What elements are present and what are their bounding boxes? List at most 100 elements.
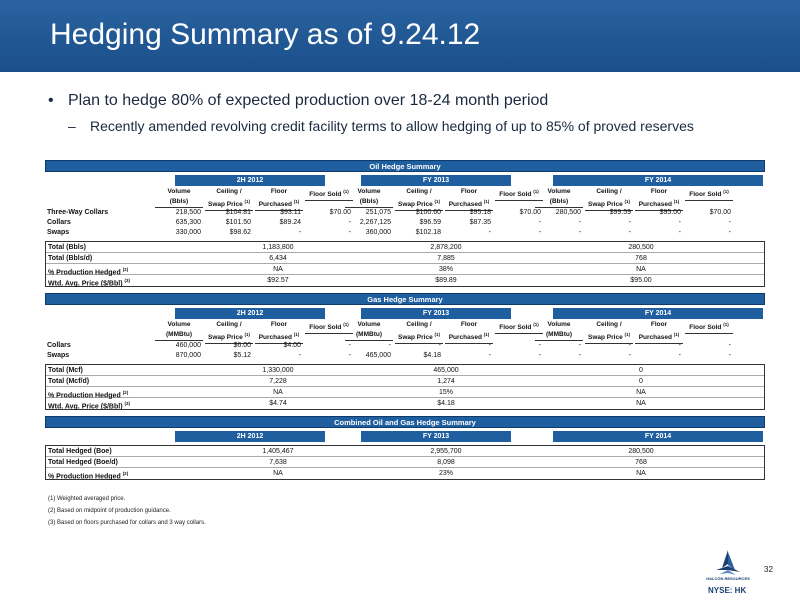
header-line: Volume [547, 188, 571, 195]
footnote-ref: (1) [723, 189, 729, 194]
footnote-ref: (1) [293, 332, 300, 337]
header-line: Floor [270, 188, 288, 195]
gas-column-header: Floor Purchased (1) [635, 320, 683, 345]
header-text: (MMBtu) [546, 331, 572, 338]
table-cell: $5.12 [233, 352, 251, 359]
header-line: Purchased (1) [255, 330, 303, 345]
combined-total-row: % Production Hedged (2) NA 23% NA [46, 468, 764, 482]
oil-column-header: Floor Sold (1) [305, 187, 353, 202]
total-value: 7,885 [437, 255, 455, 262]
total-label: Total (Mcf) [48, 365, 83, 376]
oil-column-headers: Volume (Bbls) Ceiling / Swap Price (1) Floor… [45, 186, 765, 212]
header-text: Floor Sold [689, 324, 722, 332]
total-value: 768 [635, 255, 647, 262]
table-cell: - [348, 219, 351, 226]
gas-total-row: % Production Hedged (2) NA 15% NA [46, 387, 764, 399]
table-cell: - [538, 219, 541, 226]
table-cell: - [728, 229, 731, 236]
oil-column-header: Floor Sold (1) [495, 187, 543, 202]
total-value: 0 [639, 378, 643, 385]
oil-period-header: 2H 2012 [175, 175, 325, 186]
total-label-text: Total (Mcf/d) [48, 378, 90, 385]
total-value: $4.18 [437, 400, 455, 407]
table-cell: 870,000 [175, 352, 201, 359]
table-cell: - [488, 229, 491, 236]
row-label: Swaps [47, 352, 70, 359]
header-line: Swap Price (1) [585, 197, 633, 212]
header-line: Floor [460, 188, 478, 195]
footnote-ref: (2) [122, 390, 129, 395]
total-value: 465,000 [433, 367, 459, 374]
total-label: % Production Hedged (2) [48, 468, 128, 482]
total-label: Total (Bbls/d) [48, 253, 92, 264]
total-value: 280,500 [628, 244, 654, 251]
header-line: (MMBtu) [155, 330, 203, 341]
table-cell: - [628, 352, 631, 359]
footnote-ref: (2) [122, 471, 129, 476]
header-line: Ceiling / [216, 188, 242, 195]
page-number: 32 [764, 565, 773, 574]
footnote: (2) Based on midpoint of production guid… [48, 508, 171, 514]
header-text: Floor Sold [309, 324, 342, 332]
total-label-text: Total (Bbls/d) [48, 255, 93, 262]
combined-period-header: FY 2013 [361, 431, 511, 442]
total-value: 2,955,700 [430, 448, 462, 455]
header-line: (Bbls) [535, 197, 583, 208]
table-cell: - [538, 352, 541, 359]
hedge-tables: Oil Hedge Summary 2H 2012 FY 2013 FY 2014 Vo… [45, 158, 765, 480]
total-value: $89.89 [435, 277, 457, 284]
total-value: 1,183,800 [262, 244, 294, 251]
total-value: $95.00 [630, 277, 652, 284]
table-cell: - [538, 229, 541, 236]
oil-section-title: Oil Hedge Summary [45, 160, 765, 172]
title-bar: Hedging Summary as of 9.24.12 [0, 0, 800, 72]
row-label: Three-Way Collars [47, 209, 109, 216]
header-line: Volume [167, 188, 191, 195]
oil-column-header: Floor Purchased (1) [635, 187, 683, 212]
table-cell: 465,000 [365, 352, 391, 359]
combined-total-row: Total Hedged (Boe) 1,405,467 2,955,700 280,… [46, 446, 764, 457]
total-label: Total (Bbls) [48, 242, 86, 253]
table-cell: - [628, 342, 631, 349]
header-line: Ceiling / [596, 321, 622, 328]
header-text: Floor Sold [499, 324, 532, 332]
header-line: Purchased (1) [635, 330, 683, 345]
header-text: Purchased [448, 201, 482, 209]
header-line: Volume [357, 188, 381, 195]
row-label: Collars [47, 219, 71, 226]
footnote-ref: (1) [624, 332, 631, 337]
header-line: Floor Sold (1) [495, 187, 543, 202]
total-value: 15% [438, 389, 453, 396]
table-cell: - [388, 342, 391, 349]
header-line: Floor [460, 321, 478, 328]
table-cell: $70.00 [519, 209, 541, 216]
gas-period-header: 2H 2012 [175, 308, 325, 319]
total-label: Total Hedged (Boe) [48, 446, 112, 457]
header-line: Swap Price (1) [395, 197, 443, 212]
table-cell: 2,267,125 [359, 219, 391, 226]
header-line: Purchased (1) [445, 330, 493, 345]
total-label: Wtd. Avg. Price ($/Bbl) (3) [48, 275, 130, 289]
table-cell: - [298, 352, 301, 359]
table-cell: $89.24 [279, 219, 301, 226]
footnotes: (1) Weighted averaged price. (2) Based o… [48, 493, 206, 529]
combined-total-row: Total Hedged (Boe/d) 7,638 8,098 768 [46, 457, 764, 468]
footnote-ref: (3) [124, 278, 131, 283]
header-line: (Bbls) [155, 197, 203, 208]
header-text: Floor Sold [689, 191, 722, 199]
table-cell: - [438, 342, 441, 349]
gas-total-row: Total (Mcf/d) 7,228 1,274 0 [46, 376, 764, 387]
footnote-ref: (1) [673, 199, 680, 204]
header-line: Purchased (1) [445, 197, 493, 212]
footnote-ref: (1) [723, 322, 729, 327]
header-text: (Bbls) [169, 198, 189, 205]
oil-column-header: Volume (Bbls) [535, 187, 583, 208]
table-cell: - [298, 229, 301, 236]
bullet-list: • Plan to hedge 80% of expected producti… [48, 92, 788, 134]
table-cell: 635,300 [175, 219, 201, 226]
table-cell: $95.00 [659, 209, 681, 216]
table-cell: - [678, 342, 681, 349]
total-value: 1,274 [437, 378, 455, 385]
oil-total-row: Total (Bbls/d) 6,434 7,885 768 [46, 253, 764, 264]
gas-data-row: Swaps 870,000 $5.12 - - 465,000 $4.18 - - - - - - [45, 351, 765, 361]
